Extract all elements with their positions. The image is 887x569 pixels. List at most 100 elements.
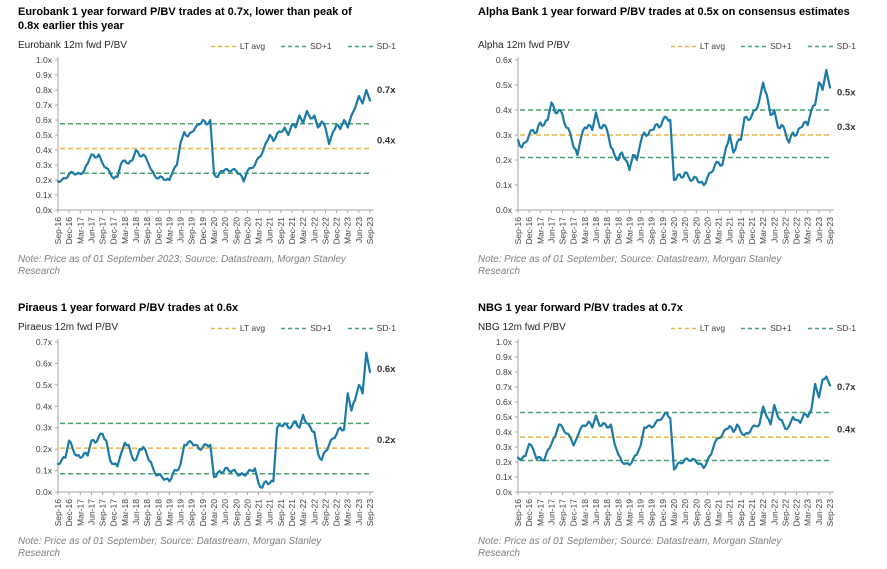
legend-item-sd-minus1: SD-1	[807, 41, 856, 51]
chart-header-eurobank: Eurobank 12m fwd P/BV LT avg SD+1 SD-1	[18, 40, 396, 51]
chart-title-nbg: NBG 1 year forward P/BV trades at 0.7x	[478, 302, 683, 314]
svg-text:Sep-18: Sep-18	[602, 499, 612, 527]
svg-text:Sep-21: Sep-21	[736, 499, 746, 527]
svg-text:0.8x: 0.8x	[496, 367, 513, 377]
svg-text:Jun-21: Jun-21	[725, 217, 735, 243]
svg-text:Mar-23: Mar-23	[343, 217, 353, 244]
svg-text:1.0x: 1.0x	[496, 337, 513, 347]
svg-text:Mar-20: Mar-20	[209, 217, 219, 244]
panel-eurobank: Eurobank 1 year forward P/BV trades at 0…	[0, 0, 443, 285]
svg-text:0.3x: 0.3x	[36, 423, 53, 433]
svg-text:0.7x: 0.7x	[377, 85, 396, 96]
svg-text:Jun-19: Jun-19	[176, 499, 186, 525]
svg-text:Sep-16: Sep-16	[53, 217, 63, 245]
svg-text:Jun-20: Jun-20	[680, 499, 690, 525]
svg-text:0.6x: 0.6x	[496, 55, 513, 65]
svg-text:Jun-19: Jun-19	[636, 499, 646, 525]
dashed-line-swatch	[807, 327, 834, 329]
svg-text:0.4x: 0.4x	[36, 401, 53, 411]
svg-text:Sep-21: Sep-21	[276, 499, 286, 527]
svg-text:Dec-19: Dec-19	[198, 499, 208, 527]
svg-text:Jun-23: Jun-23	[814, 499, 824, 525]
svg-text:Dec-21: Dec-21	[287, 499, 297, 527]
svg-text:Mar-20: Mar-20	[669, 499, 679, 526]
svg-text:Sep-19: Sep-19	[187, 217, 197, 245]
chart-subtitle-piraeus: Piraeus 12m fwd P/BV	[18, 322, 119, 333]
svg-text:0.0x: 0.0x	[36, 205, 53, 215]
chart-header-nbg: NBG 12m fwd P/BV LT avg SD+1 SD-1	[478, 322, 856, 333]
svg-text:0.3x: 0.3x	[837, 122, 856, 133]
svg-text:0.4x: 0.4x	[837, 424, 856, 435]
svg-text:0.7x: 0.7x	[36, 337, 53, 347]
svg-text:0.4x: 0.4x	[496, 427, 513, 437]
svg-text:Jun-21: Jun-21	[265, 499, 275, 525]
svg-text:Sep-17: Sep-17	[98, 217, 108, 245]
svg-text:0.6x: 0.6x	[36, 358, 53, 368]
svg-text:Dec-18: Dec-18	[613, 499, 623, 527]
svg-text:Mar-18: Mar-18	[580, 499, 590, 526]
svg-text:0.0x: 0.0x	[496, 487, 513, 497]
svg-text:Sep-18: Sep-18	[142, 499, 152, 527]
svg-text:0.7x: 0.7x	[837, 382, 856, 393]
legend-item-lt-avg: LT avg	[210, 323, 265, 333]
svg-text:Mar-22: Mar-22	[298, 217, 308, 244]
svg-text:Jun-20: Jun-20	[220, 217, 230, 243]
svg-text:0.6x: 0.6x	[496, 397, 513, 407]
svg-text:0.5x: 0.5x	[837, 88, 856, 99]
source-note-eurobank: Note: Price as of 01 September 2023; Sou…	[18, 254, 346, 278]
svg-text:Sep-17: Sep-17	[558, 499, 568, 527]
svg-text:Sep-22: Sep-22	[780, 217, 790, 245]
svg-text:0.4x: 0.4x	[36, 145, 53, 155]
svg-text:Dec-21: Dec-21	[287, 217, 297, 245]
svg-text:Sep-20: Sep-20	[231, 217, 241, 245]
svg-text:0.1x: 0.1x	[496, 180, 513, 190]
svg-text:Sep-20: Sep-20	[691, 499, 701, 527]
svg-text:0.3x: 0.3x	[496, 442, 513, 452]
legend-item-lt-avg: LT avg	[670, 41, 725, 51]
svg-text:Dec-16: Dec-16	[64, 217, 74, 245]
svg-text:Mar-22: Mar-22	[758, 217, 768, 244]
dashed-line-swatch	[210, 45, 237, 47]
svg-text:Sep-19: Sep-19	[647, 217, 657, 245]
svg-text:Jun-17: Jun-17	[86, 217, 96, 243]
svg-text:Mar-20: Mar-20	[209, 499, 219, 526]
legend-item-sd-minus1: SD-1	[347, 41, 396, 51]
svg-text:Sep-22: Sep-22	[780, 499, 790, 527]
svg-text:Jun-22: Jun-22	[769, 499, 779, 525]
svg-text:Dec-20: Dec-20	[242, 499, 252, 527]
svg-text:Jun-19: Jun-19	[176, 217, 186, 243]
svg-text:Jun-17: Jun-17	[546, 499, 556, 525]
svg-text:Sep-17: Sep-17	[98, 499, 108, 527]
legend-item-sd-plus1: SD+1	[281, 323, 332, 333]
svg-text:Dec-17: Dec-17	[109, 499, 119, 527]
dashed-line-swatch	[210, 327, 237, 329]
dashed-line-swatch	[670, 327, 697, 329]
svg-text:Jun-23: Jun-23	[814, 217, 824, 243]
chart-subtitle-alpha: Alpha 12m fwd P/BV	[478, 40, 570, 51]
svg-text:0.4x: 0.4x	[377, 136, 396, 147]
chart-canvas-piraeus: 0.0x 0.1x 0.2x 0.3x 0.4x 0.5x 0.6x 0.7x Sep-16 De…	[18, 334, 428, 534]
svg-text:Mar-21: Mar-21	[254, 499, 264, 526]
legend-item-sd-plus1: SD+1	[281, 41, 332, 51]
svg-text:0.2x: 0.2x	[496, 457, 513, 467]
source-note-nbg: Note: Price as of 01 September; Source: …	[478, 536, 782, 560]
svg-text:Jun-18: Jun-18	[591, 217, 601, 243]
svg-text:0.2x: 0.2x	[377, 435, 396, 446]
svg-text:Mar-19: Mar-19	[164, 217, 174, 244]
svg-text:Sep-23: Sep-23	[825, 217, 835, 245]
panel-alpha-bank: Alpha Bank 1 year forward P/BV trades at…	[443, 0, 887, 285]
svg-text:Dec-22: Dec-22	[792, 499, 802, 527]
svg-text:Mar-17: Mar-17	[535, 217, 545, 244]
svg-text:Dec-19: Dec-19	[658, 217, 668, 245]
chart-canvas-nbg: 0.0x 0.1x 0.2x 0.3x 0.4x 0.5x 0.6x 0.7x 0.8x 0.9x…	[478, 334, 887, 534]
dashed-line-swatch	[347, 327, 374, 329]
svg-text:Mar-17: Mar-17	[75, 217, 85, 244]
chart-canvas-alpha: 0.0x 0.1x 0.2x 0.3x 0.4x 0.5x 0.6x Sep-16 Dec-16…	[478, 52, 887, 252]
svg-text:Jun-22: Jun-22	[309, 217, 319, 243]
svg-text:Sep-21: Sep-21	[276, 217, 286, 245]
svg-text:Mar-19: Mar-19	[624, 499, 634, 526]
legend-item-sd-plus1: SD+1	[741, 41, 792, 51]
svg-text:Sep-18: Sep-18	[142, 217, 152, 245]
svg-text:0.5x: 0.5x	[496, 80, 513, 90]
